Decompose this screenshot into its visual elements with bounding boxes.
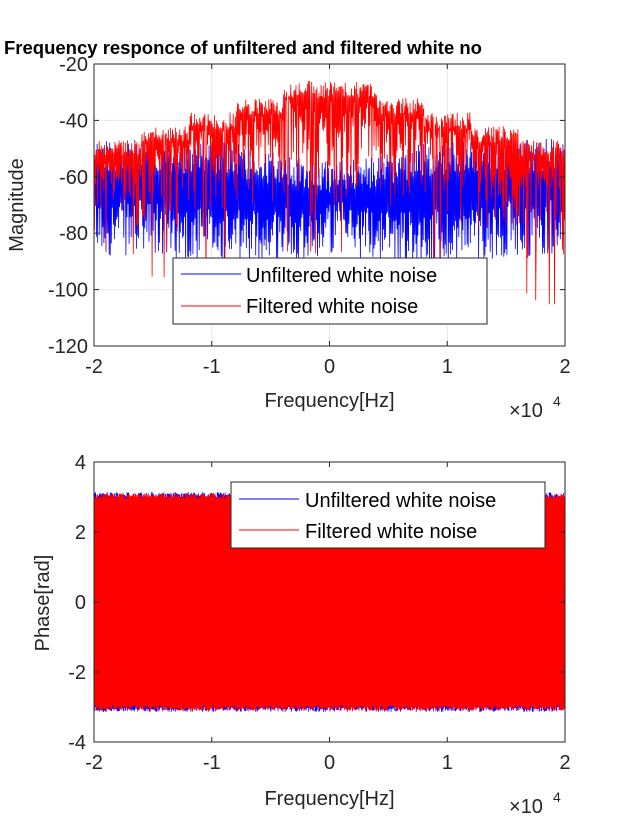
magnitude-title: Frequency responce of unfiltered and fil…: [4, 37, 482, 58]
phase-y-tick-label: 2: [75, 522, 86, 544]
phase-ylabel: Phase[rad]: [32, 555, 54, 652]
magnitude-xlabel: Frequency[Hz]: [264, 390, 394, 412]
magnitude-data: [94, 80, 565, 305]
magnitude-legend-label-unfiltered: Unfiltered white noise: [246, 265, 437, 287]
phase-x-exponent-power: 4: [553, 789, 561, 805]
magnitude-x-tick-label: -2: [85, 356, 103, 378]
phase-legend: Unfiltered white noise Filtered white no…: [230, 481, 546, 549]
magnitude-x-tick-label: -1: [203, 356, 221, 378]
magnitude-ticks: -2 -1 0 1 2 -20 -40 -60 -80 -100 -120: [48, 54, 571, 378]
phase-y-tick-label: 4: [75, 452, 86, 474]
phase-legend-box: [230, 481, 546, 549]
magnitude-x-tick-label: 1: [442, 356, 453, 378]
phase-x-tick-label: -2: [85, 752, 103, 774]
magnitude-series-filtered-line: [94, 80, 565, 305]
magnitude-y-tick-label: -80: [59, 223, 88, 245]
magnitude-x-exponent-base: ×10: [509, 400, 543, 422]
phase-y-tick-label: -4: [68, 732, 86, 754]
phase-y-tick-label: 0: [75, 592, 86, 614]
phase-x-exponent: ×10 4: [509, 789, 561, 818]
magnitude-x-exponent: ×10 4: [509, 393, 561, 422]
magnitude-x-tick-label: 0: [324, 356, 335, 378]
magnitude-legend-label-filtered: Filtered white noise: [246, 296, 418, 318]
magnitude-plot: -2 -1 0 1 2 -20 -40 -60 -80 -100 -120 Frequency re…: [4, 37, 571, 422]
phase-x-tick-label: 0: [324, 752, 335, 774]
phase-y-tick-label: -2: [68, 662, 86, 684]
phase-x-tick-label: 1: [442, 752, 453, 774]
magnitude-x-tick-label: 2: [559, 356, 570, 378]
magnitude-ylabel: Magnitude: [6, 158, 28, 251]
phase-x-exponent-base: ×10: [509, 796, 543, 818]
magnitude-legend-box: [172, 257, 488, 325]
magnitude-y-tick-label: -60: [59, 167, 88, 189]
phase-xlabel: Frequency[Hz]: [264, 788, 394, 810]
phase-x-tick-label: 2: [559, 752, 570, 774]
phase-legend-label-unfiltered: Unfiltered white noise: [305, 490, 496, 512]
phase-legend-label-filtered: Filtered white noise: [305, 521, 477, 543]
magnitude-y-tick-label: -40: [59, 110, 88, 132]
magnitude-legend: Unfiltered white noise Filtered white no…: [172, 257, 488, 325]
magnitude-y-tick-label: -120: [48, 336, 88, 358]
magnitude-y-tick-label: -20: [59, 54, 88, 76]
magnitude-x-exponent-power: 4: [553, 393, 561, 409]
phase-x-tick-label: -1: [203, 752, 221, 774]
magnitude-y-tick-label: -100: [48, 280, 88, 302]
